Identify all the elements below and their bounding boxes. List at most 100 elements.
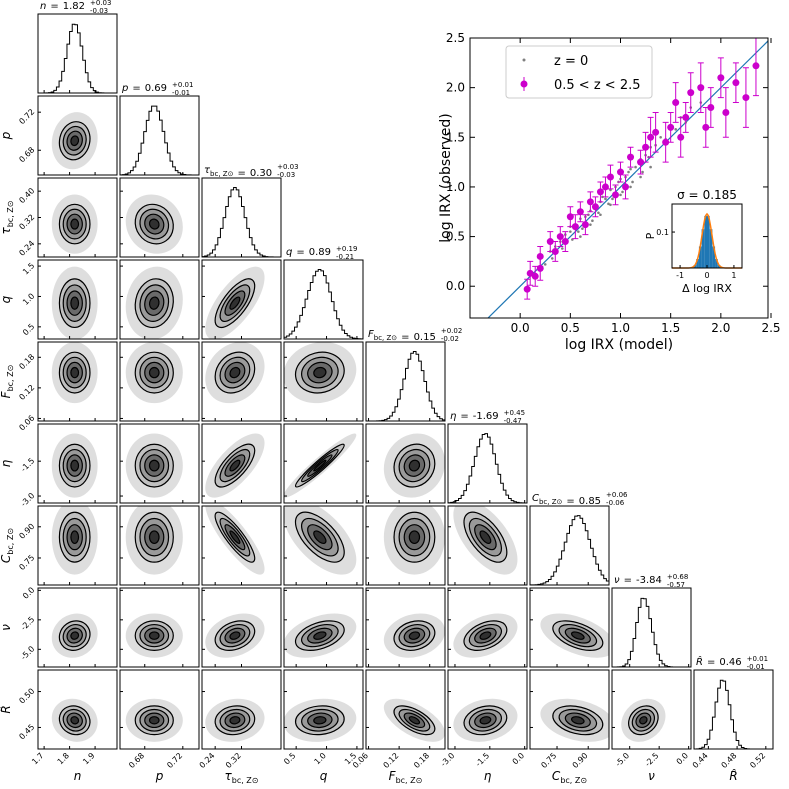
contour <box>70 296 80 310</box>
panel-content <box>51 112 98 170</box>
point <box>707 104 715 112</box>
x-tick-label: 1.7 <box>30 751 45 766</box>
panel-content <box>120 105 199 175</box>
y-axis-label: Fbc, Z⊙ <box>0 365 15 399</box>
y-tick-label: 0.06 <box>17 414 36 433</box>
scatter-plot: 0.0 0.5 1.0 1.5 2.0 2.5 0.0 0.5 1.0 1.5 2.0 2.5 log … <box>438 31 781 353</box>
panel <box>201 587 282 668</box>
contour <box>70 135 80 147</box>
err-plus: +0.19 <box>336 245 357 253</box>
equals: = <box>624 575 632 586</box>
bar <box>709 229 713 268</box>
x-tick-label: 1.5 <box>661 321 680 335</box>
panel <box>201 505 282 586</box>
point <box>617 168 625 176</box>
histogram <box>202 186 281 257</box>
x-tick-label: 0.44 <box>691 751 710 770</box>
point <box>697 84 705 92</box>
symbol: q <box>286 247 292 258</box>
panel <box>119 423 200 504</box>
y-tick-label: -2.5 <box>19 615 36 632</box>
subscript: bc, Z⊙ <box>6 528 15 555</box>
point <box>629 185 632 189</box>
contour <box>229 366 241 379</box>
panel <box>447 505 528 586</box>
median: 0.89 <box>309 247 331 258</box>
symbol: ν <box>648 769 655 783</box>
panel-content <box>125 613 183 658</box>
point <box>601 183 609 191</box>
contour <box>70 459 80 472</box>
point <box>597 211 600 215</box>
err-plus: +0.45 <box>504 409 525 417</box>
x-tick-label: -2.5 <box>643 751 660 768</box>
panel-frame <box>201 177 282 258</box>
point <box>604 197 607 201</box>
symbol: R̂ <box>729 769 737 783</box>
x-tick-label: -1 <box>676 271 684 280</box>
point <box>536 252 544 260</box>
axes-frame <box>469 37 769 319</box>
err-plus: +0.03 <box>277 163 298 171</box>
panel-content <box>284 506 357 575</box>
y-axis-label: log IRX (observed) <box>438 113 454 243</box>
point <box>674 128 677 131</box>
panel-content <box>51 506 98 575</box>
symbol: p <box>121 83 128 94</box>
panel-content <box>51 613 98 658</box>
contour <box>70 218 80 230</box>
panel-content <box>284 433 357 498</box>
x-tick-label: 1.0 <box>611 321 630 335</box>
point <box>732 79 740 87</box>
err-minus: -0.01 <box>172 89 190 97</box>
panel-frame <box>201 505 282 586</box>
panel-frame <box>283 505 364 586</box>
panel-frame <box>365 505 446 586</box>
bar <box>715 259 718 268</box>
panel-content <box>284 613 357 658</box>
panel-content <box>51 194 98 254</box>
panel-frame <box>529 669 610 750</box>
panel-frame <box>119 423 200 504</box>
panel-frame <box>283 341 364 422</box>
panel-frame <box>201 341 282 422</box>
err-plus: +0.06 <box>606 491 628 499</box>
panel-content <box>453 506 518 575</box>
point <box>581 227 584 230</box>
err-plus: +0.01 <box>172 81 193 89</box>
x-axis-label: n <box>74 769 82 783</box>
x-axis-label: q <box>320 769 328 783</box>
panel-content <box>125 433 183 498</box>
histogram <box>448 433 527 503</box>
median: 1.82 <box>63 1 85 12</box>
symbol: C <box>552 769 561 783</box>
symbol: τ <box>225 769 233 783</box>
y-tick-label: 0.40 <box>17 186 36 205</box>
panel-frame <box>447 587 528 668</box>
x-tick-label: 0.52 <box>748 751 767 770</box>
contour <box>313 366 327 379</box>
err-minus: -0.01 <box>747 663 765 671</box>
x-axis-label: η <box>484 769 492 783</box>
panel: -3.0 -1.5 <box>19 423 118 508</box>
point <box>550 257 554 260</box>
point <box>622 183 630 191</box>
contour <box>313 459 327 472</box>
contour <box>229 459 241 472</box>
y-axis-label: R̂ <box>0 705 13 713</box>
panel: η = -1.69 +0.45-0.47 <box>447 409 528 504</box>
contour <box>148 459 160 472</box>
bar <box>717 265 721 268</box>
y-tick-label: 0.12 <box>17 383 36 402</box>
contour <box>229 716 241 725</box>
point <box>556 233 564 241</box>
x-tick-label: 2.0 <box>711 321 730 335</box>
panel <box>119 505 200 586</box>
y-axis-label: ν <box>0 624 13 631</box>
contour <box>148 218 160 230</box>
x-axis-label: log IRX (model) <box>565 337 673 353</box>
panel: τbc, Z⊙ = 0.30 +0.03-0.03 <box>201 163 299 258</box>
panel <box>119 177 200 258</box>
point <box>591 219 594 222</box>
